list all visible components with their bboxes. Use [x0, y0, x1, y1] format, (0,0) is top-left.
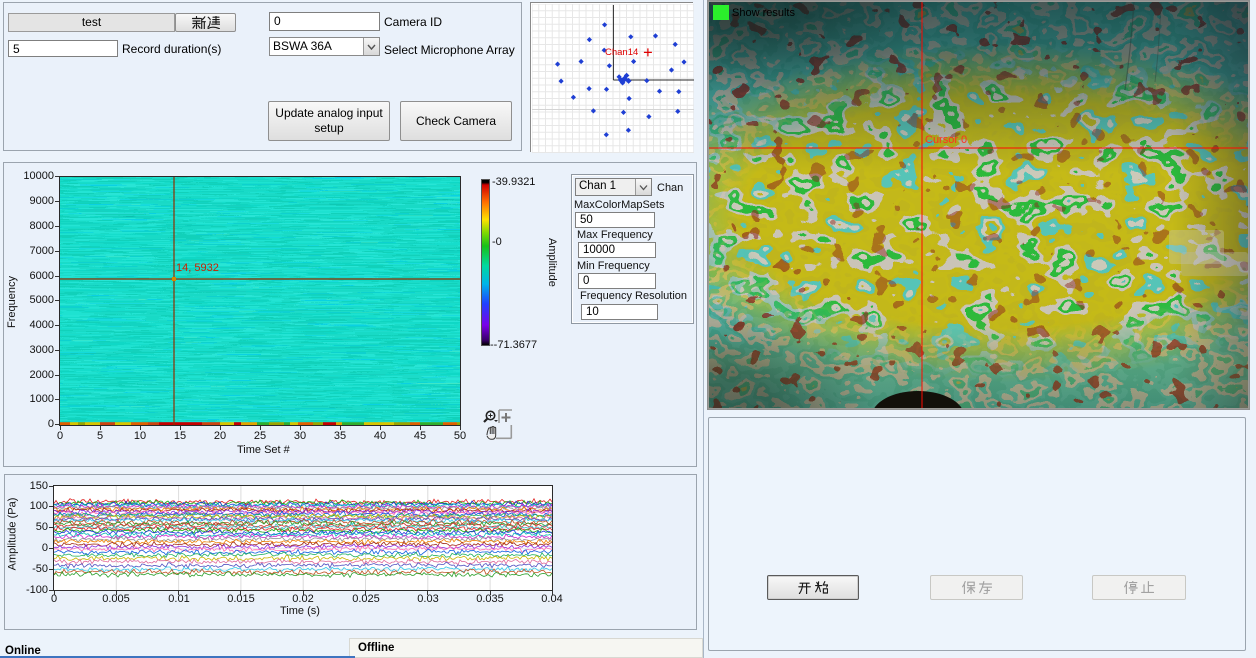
svg-text:Show results: Show results: [732, 7, 795, 19]
svg-text:Chan14: Chan14: [605, 47, 638, 58]
svg-text:Cursor 0: Cursor 0: [925, 134, 967, 146]
